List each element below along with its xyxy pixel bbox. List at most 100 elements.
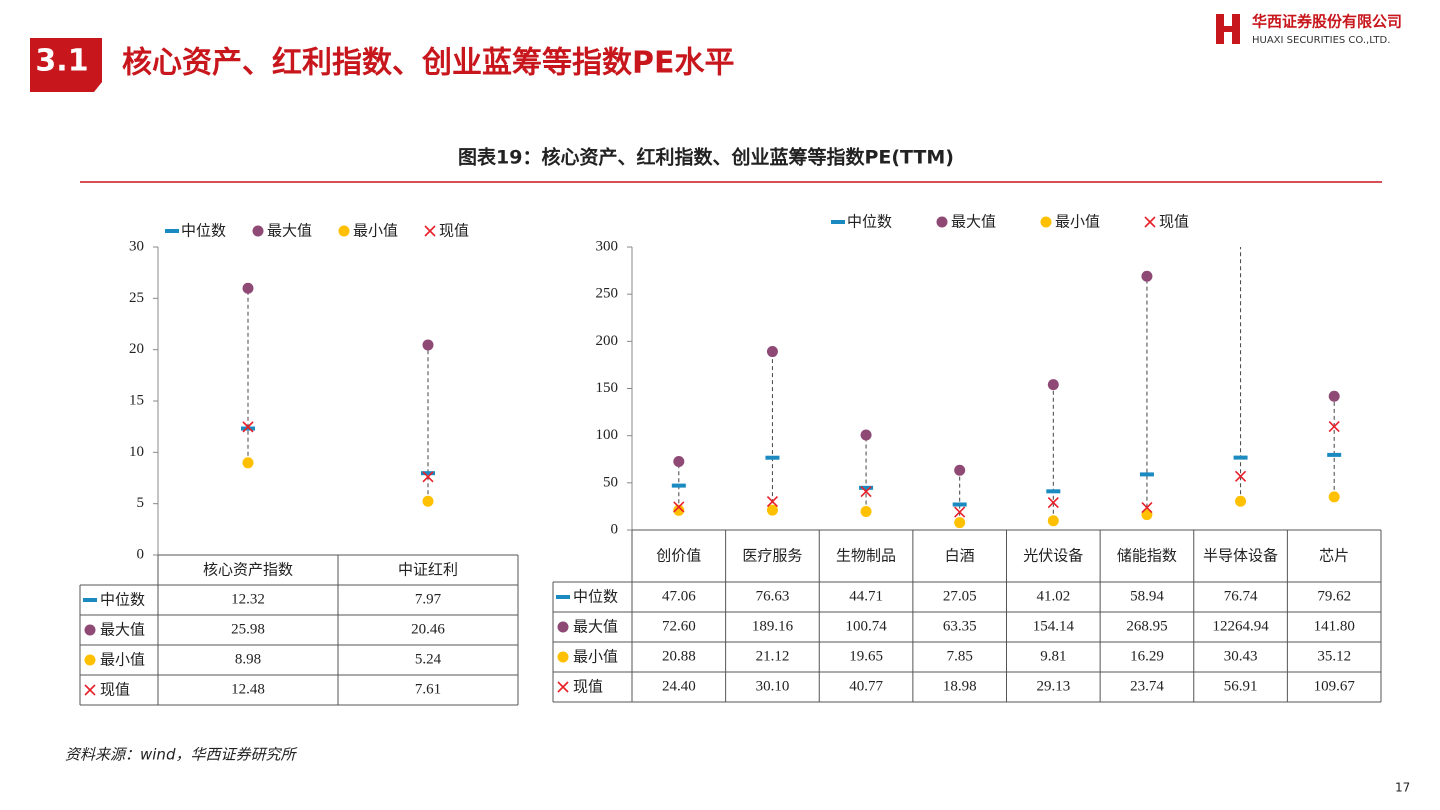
- median-mark: [1046, 489, 1061, 494]
- category-label: 生物制品: [836, 547, 896, 565]
- y-tick-label: 10: [129, 444, 144, 460]
- section-badge: [30, 38, 102, 92]
- y-tick-label: 25: [129, 290, 144, 306]
- row-label: 最小值: [573, 648, 618, 666]
- legend-label: 中位数: [847, 213, 892, 231]
- current-mark: [557, 681, 569, 693]
- table-cell: 12264.94: [1212, 618, 1269, 634]
- min-dot: [557, 651, 569, 663]
- table-cell: 58.94: [1130, 588, 1164, 604]
- row-label: 最大值: [100, 621, 145, 639]
- table-cell: 25.98: [231, 621, 265, 637]
- category-label: 中证红利: [398, 561, 458, 579]
- legend-label: 现值: [1159, 213, 1189, 231]
- min-dot: [1040, 216, 1052, 228]
- median-mark: [952, 502, 967, 507]
- table-cell: 16.29: [1130, 648, 1164, 664]
- current-mark: [673, 501, 685, 513]
- min-dot: [242, 457, 254, 469]
- min-dot: [338, 225, 350, 237]
- median-mark: [671, 483, 686, 488]
- y-tick-label: 30: [129, 238, 144, 254]
- current-mark: [1047, 496, 1059, 509]
- table-cell: 63.35: [943, 618, 977, 634]
- current-mark: [424, 225, 436, 237]
- current-mark: [1144, 216, 1156, 228]
- page-number: 17: [1395, 781, 1410, 795]
- table-cell: 79.62: [1317, 588, 1351, 604]
- y-tick-label: 200: [596, 333, 619, 349]
- logo-mark: [1216, 14, 1224, 44]
- row-label: 中位数: [100, 591, 145, 609]
- y-tick-label: 5: [137, 495, 145, 511]
- median-mark: [1139, 472, 1154, 477]
- min-dot: [860, 505, 872, 517]
- median-mark: [556, 595, 570, 599]
- max-dot: [252, 225, 264, 237]
- median-mark: [241, 426, 255, 431]
- table-cell: 44.71: [849, 588, 883, 604]
- min-dot: [673, 504, 685, 516]
- table-cell: 7.97: [415, 591, 442, 607]
- table-cell: 41.02: [1036, 588, 1070, 604]
- max-dot: [557, 621, 569, 633]
- logo-name-en: HUAXI SECURITIES CO.,LTD.: [1252, 35, 1390, 46]
- median-mark: [83, 598, 97, 602]
- table-cell: 5.24: [415, 651, 442, 667]
- max-dot: [673, 456, 685, 468]
- legend-label: 中位数: [181, 222, 226, 240]
- legend-label: 最小值: [353, 222, 398, 240]
- logo-name: 华西证券股份有限公司: [1252, 13, 1402, 31]
- max-dot: [1328, 390, 1340, 402]
- row-label: 现值: [100, 681, 130, 699]
- min-dot: [1328, 491, 1340, 503]
- max-dot: [422, 339, 434, 351]
- section-number: 3.1: [35, 44, 88, 79]
- table-cell: 109.67: [1314, 678, 1356, 694]
- legend-label: 最大值: [951, 213, 996, 231]
- category-label: 白酒: [945, 547, 975, 565]
- table-cell: 21.12: [756, 648, 790, 664]
- max-dot: [1141, 270, 1153, 282]
- table-cell: 23.74: [1130, 678, 1164, 694]
- median-mark: [859, 485, 874, 490]
- max-dot: [860, 429, 872, 441]
- category-label: 储能指数: [1117, 547, 1177, 565]
- max-dot: [936, 216, 948, 228]
- table-cell: 29.13: [1036, 678, 1070, 694]
- current-mark: [422, 471, 434, 483]
- current-mark: [1328, 420, 1340, 433]
- current-mark: [860, 485, 872, 498]
- table-cell: 8.98: [235, 651, 261, 667]
- table-cell: 268.95: [1126, 618, 1167, 634]
- table-cell: 24.40: [662, 678, 696, 694]
- current-mark: [1141, 502, 1153, 514]
- min-dot: [1141, 509, 1153, 521]
- median-mark: [165, 229, 179, 233]
- y-tick-label: 100: [596, 427, 619, 443]
- max-dot: [84, 624, 96, 636]
- plot: [671, 247, 1342, 529]
- table-cell: 56.91: [1224, 678, 1258, 694]
- y-tick-label: 15: [129, 392, 144, 408]
- table-cell: 30.10: [756, 678, 790, 694]
- min-dot: [1047, 515, 1059, 527]
- row-label: 中位数: [573, 588, 618, 606]
- category-label: 光伏设备: [1023, 547, 1083, 565]
- legend-label: 最小值: [1055, 213, 1100, 231]
- logo-mark: [1222, 26, 1234, 32]
- table-cell: 189.16: [752, 618, 794, 634]
- plot: [241, 282, 435, 507]
- category-label: 核心资产指数: [203, 561, 293, 579]
- max-dot: [766, 346, 778, 358]
- table-cell: 9.81: [1040, 648, 1066, 664]
- category-label: 医疗服务: [742, 547, 802, 565]
- logo-mark: [1232, 14, 1240, 44]
- table-cell: 40.77: [849, 678, 883, 694]
- row-label: 最小值: [100, 651, 145, 669]
- min-dot: [422, 495, 434, 507]
- y-tick-label: 50: [603, 474, 618, 490]
- max-dot: [242, 282, 254, 294]
- table-cell: 20.88: [662, 648, 696, 664]
- legend-label: 最大值: [267, 222, 312, 240]
